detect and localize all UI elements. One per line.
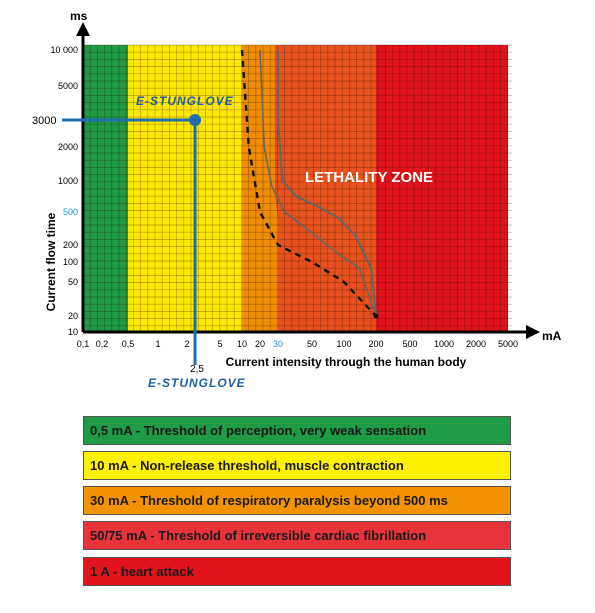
marker-y-label: 3000 [32,115,56,127]
brand-logo-axis-text: E-STUNGLOVE [148,376,246,390]
legend-item: 50/75 mA - Threshold of irreversible car… [83,521,511,550]
boundary-curve-2 [259,49,377,317]
brand-logo-chart: E-STUNGLOVE [136,94,234,108]
x-tick-label: 2000 [466,339,486,349]
x-tick-label: 1000 [434,339,454,349]
curves-layer [240,49,379,319]
legend-item-label: 10 mA - Non-release threshold, muscle co… [90,458,404,473]
y-axis-label: Current flow time [44,212,58,311]
x-tick-label: 200 [368,339,383,349]
overlay-layer: LETHALITY ZONE30002,5E-STUNGLOVEE-STUNGL… [32,94,433,390]
curve-end-dot [373,313,379,319]
x-unit: mA [542,329,562,343]
y-tick-label: 2000 [58,142,78,152]
marker-point [189,114,202,127]
grid-layer [82,44,512,332]
zone-0 [83,45,128,332]
x-tick-label: 1 [155,339,160,349]
y-tick-label: 10 [68,327,78,337]
x-tick-label: 2 [184,339,189,349]
y-tick-label: 5000 [58,81,78,91]
threshold-dashed-curve [240,49,377,317]
x-tick-label: 500 [402,339,417,349]
marker-x-label: 2,5 [190,364,204,375]
y-tick-label: 50 [68,277,78,287]
lethality-zone-label: LETHALITY ZONE [305,169,433,186]
x-tick-label: 20 [255,339,265,349]
legend-item: 0,5 mA - Threshold of perception, very w… [83,416,511,445]
x-tick-label: 0,2 [96,339,109,349]
legend-item-label: 0,5 mA - Threshold of perception, very w… [90,423,427,438]
y-tick-label: 1000 [58,176,78,186]
y-axis-arrow [76,22,90,36]
legend-item-label: 50/75 mA - Threshold of irreversible car… [90,528,427,543]
y-tick-label: 200 [63,240,78,250]
x-tick-label: 5 [217,339,222,349]
y-tick-label: 10 000 [50,45,78,55]
shock-chart: ms mA Current intensity through the human … [32,9,562,390]
x-axis-label: Current intensity through the human body [226,355,467,369]
x-tick-label: 50 [307,339,317,349]
zone-2 [242,45,278,332]
ticks-layer: 0,1 0,2 0,5 1 2 5 10 20 30 50 100 200 500 1000 2000 500… [50,45,518,349]
y-tick-label: 20 [68,311,78,321]
y-tick-label: 500 [63,207,78,217]
legend-item-label: 30 mA - Threshold of respiratory paralys… [90,493,448,508]
x-tick-label: 0,5 [122,339,135,349]
zone-1 [128,45,242,332]
legend-item: 30 mA - Threshold of respiratory paralys… [83,486,511,515]
zone-4 [376,45,508,332]
x-tick-label: 5000 [498,339,518,349]
x-tick-label: 30 [273,339,283,349]
x-axis-arrow [526,325,540,339]
axes-layer: ms mA Current intensity through the human … [44,9,562,369]
y-unit: ms [70,9,88,23]
brand-logo-axis: E-STUNGLOVE [148,376,246,390]
lethality-area [274,45,376,316]
legend-item: 1 A - heart attack [83,557,511,586]
legend-item-label: 1 A - heart attack [90,564,194,579]
x-tick-label: 0,1 [77,339,90,349]
brand-logo-chart-text: E-STUNGLOVE [136,94,234,108]
x-tick-label: 10 [237,339,247,349]
legend-item: 10 mA - Non-release threshold, muscle co… [83,451,511,480]
y-tick-label: 100 [63,257,78,267]
boundary-curve [277,50,377,317]
x-tick-label: 100 [336,339,351,349]
